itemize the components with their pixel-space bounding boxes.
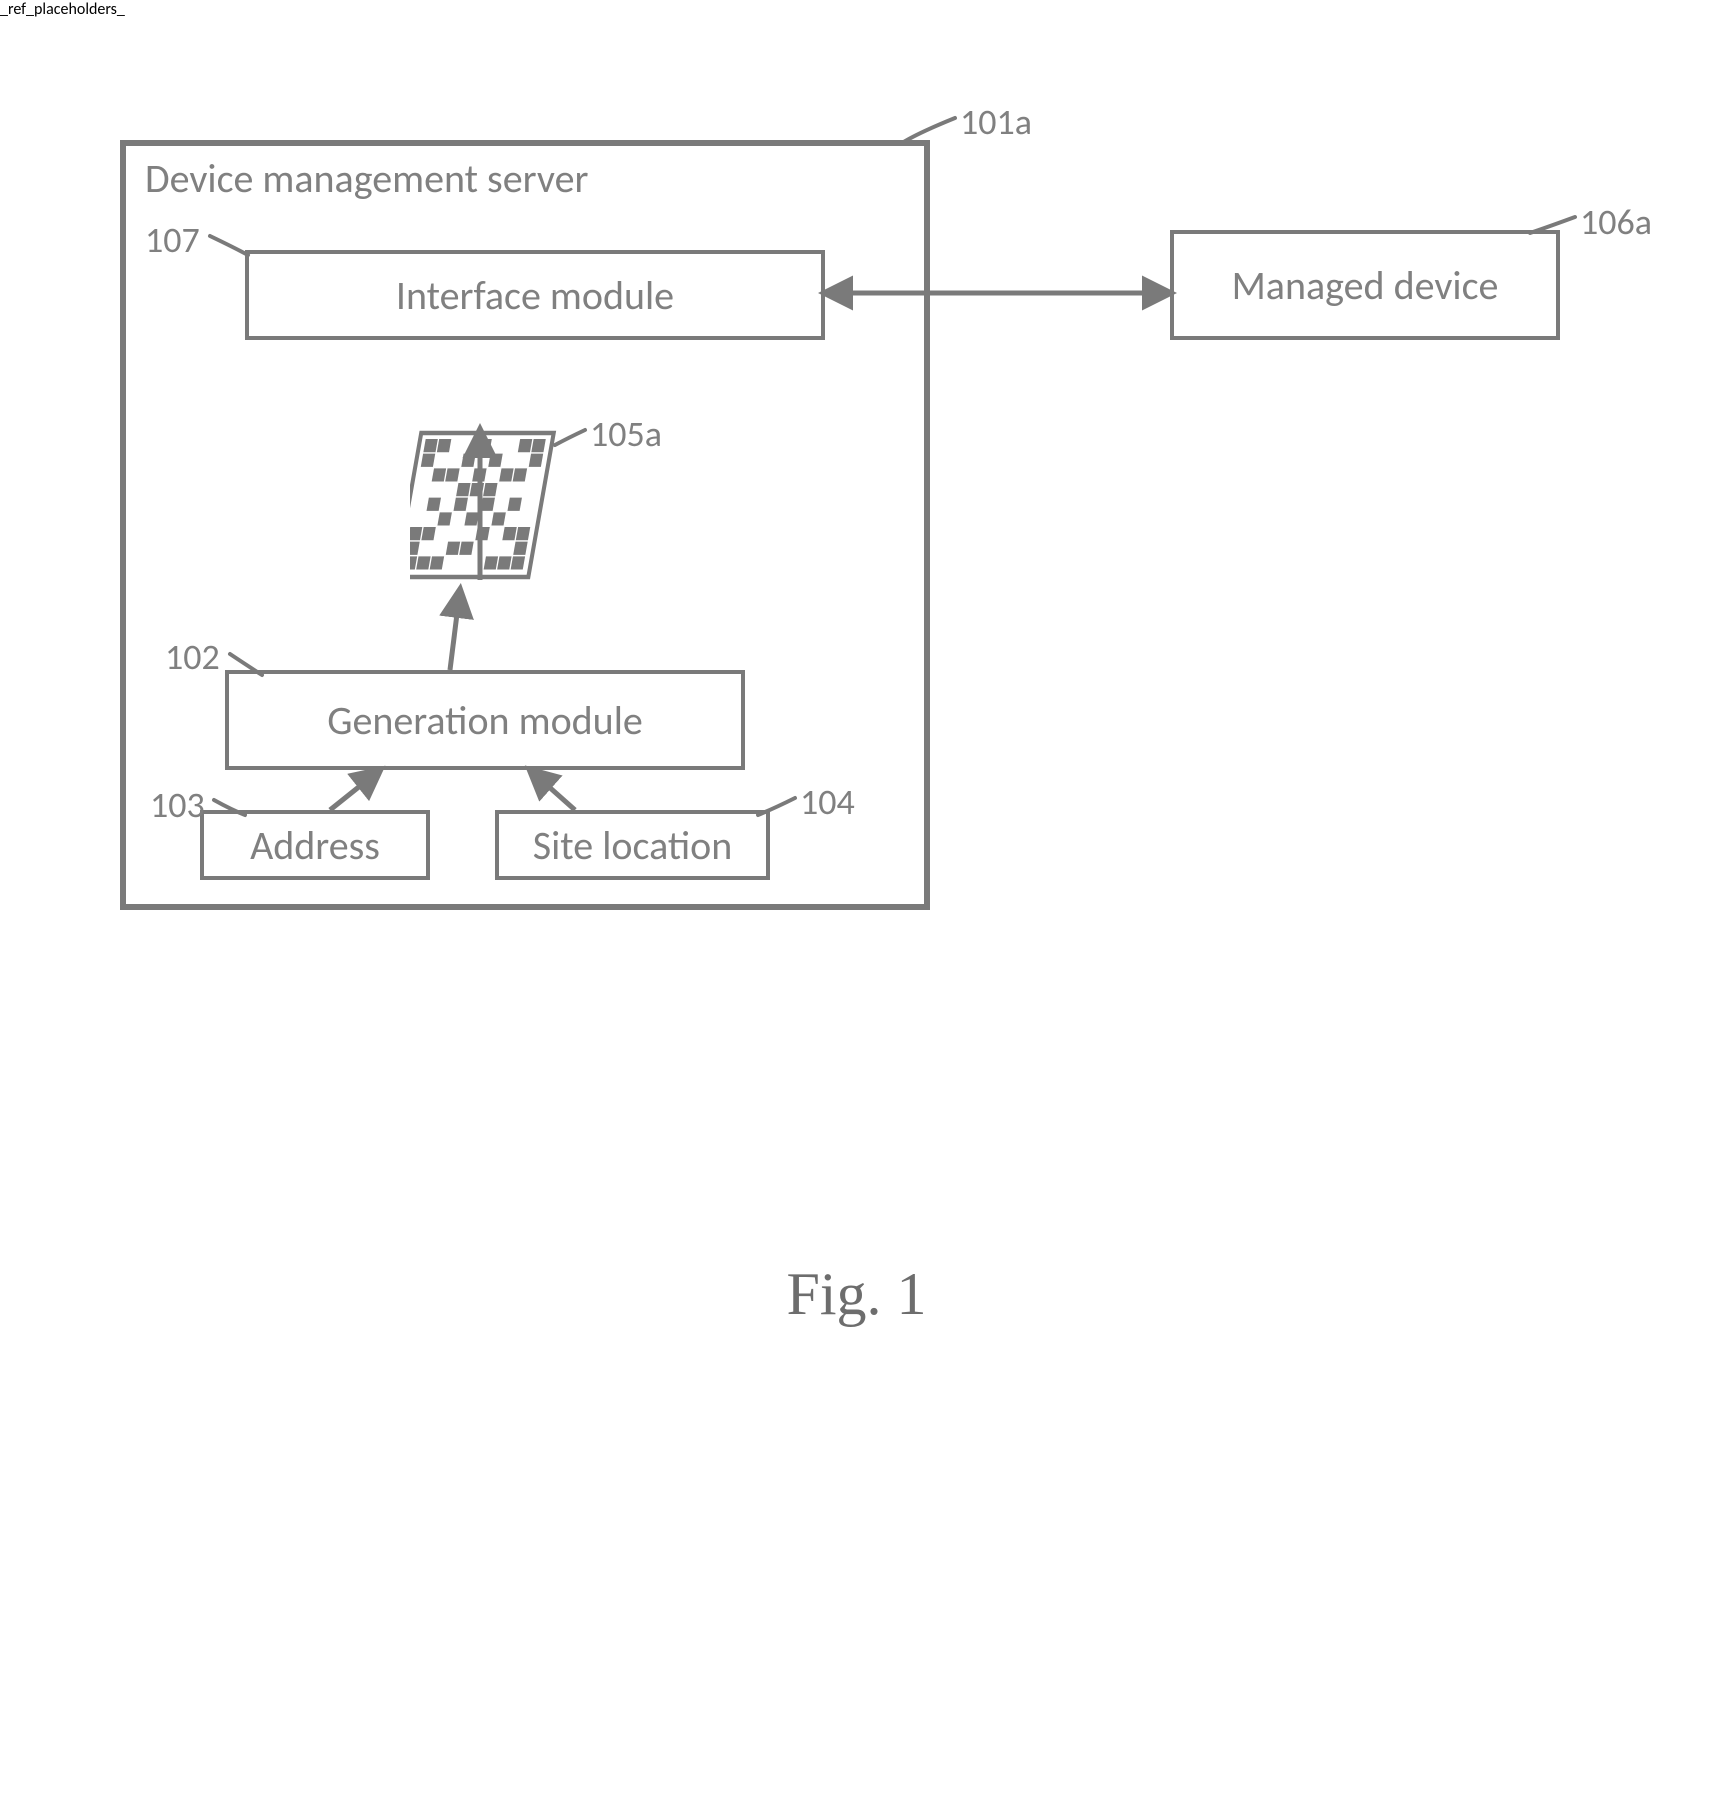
ref-106a: 106a	[1580, 200, 1652, 244]
figure-label: Fig. 1	[787, 1260, 927, 1329]
interface-module-label: Interface module	[396, 271, 674, 320]
ref-103: 103	[150, 783, 205, 827]
generation-module-box: Generation module	[225, 670, 745, 770]
ref-101a: 101a	[960, 100, 1032, 144]
site-location-box: Site location	[495, 810, 770, 880]
qr-code-icon	[410, 430, 560, 580]
ref-107: 107	[145, 218, 200, 262]
managed-device-label: Managed device	[1232, 261, 1499, 310]
ref-102: 102	[165, 635, 220, 679]
ref-104: 104	[800, 780, 855, 824]
generation-module-label: Generation module	[327, 696, 643, 745]
ref-105a: 105a	[590, 412, 662, 456]
address-box: Address	[200, 810, 430, 880]
site-location-label: Site location	[533, 821, 733, 870]
server-title: Device management server	[145, 154, 588, 203]
diagram-canvas: Device management server Interface modul…	[0, 0, 1733, 1801]
interface-module-box: Interface module	[245, 250, 825, 340]
address-label: Address	[250, 821, 380, 870]
managed-device-box: Managed device	[1170, 230, 1560, 340]
